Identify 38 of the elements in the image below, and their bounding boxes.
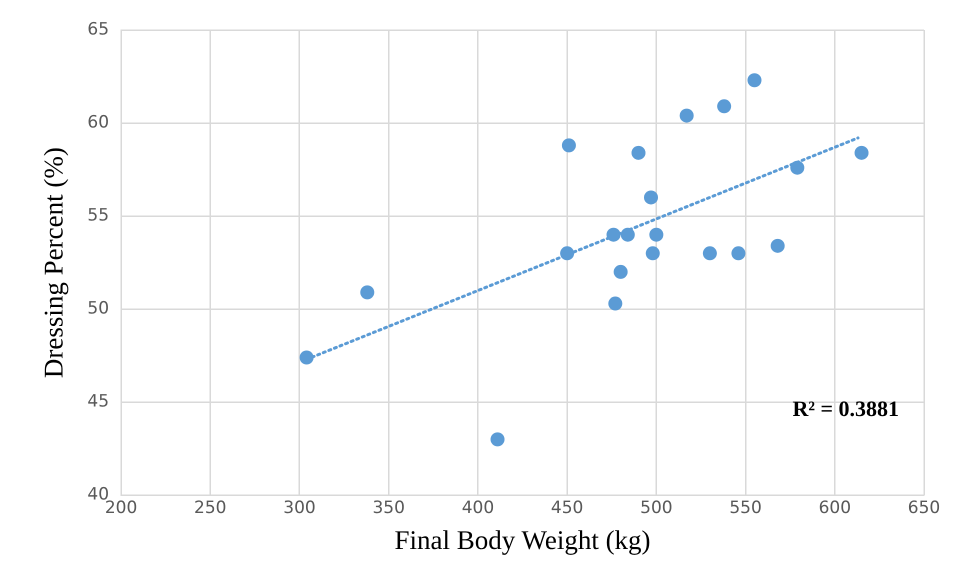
point (649, 228, 664, 242)
x-tick-label: 450 (550, 498, 584, 518)
y-tick-label: 45 (87, 392, 110, 412)
point (854, 146, 869, 160)
y-tick-label: 60 (87, 112, 110, 132)
x-tick-label: 250 (194, 498, 226, 518)
point (747, 73, 762, 88)
point (644, 190, 658, 204)
point (790, 160, 804, 175)
point (620, 228, 635, 242)
point (680, 108, 694, 123)
x-tick-label: 350 (372, 498, 405, 518)
x-tick-label: 550 (729, 498, 762, 518)
point (717, 99, 732, 114)
x-tick-label: 600 (818, 498, 852, 518)
point (300, 350, 314, 364)
point (770, 238, 785, 253)
point (702, 246, 717, 260)
point (614, 264, 628, 279)
point (646, 246, 660, 260)
y-tick-label: 65 (87, 19, 110, 40)
x-tick-label: 400 (462, 498, 494, 518)
y-axis-title: Dressing Percent (%) (38, 147, 68, 378)
point (606, 228, 621, 242)
point (731, 246, 746, 260)
point (632, 146, 646, 160)
point (360, 285, 374, 300)
point (490, 432, 505, 446)
x-tick-label: 300 (283, 498, 316, 518)
x-tick-label: 500 (640, 498, 673, 518)
annotation: R² = 0.3881 (792, 396, 899, 421)
y-tick-label: 50 (87, 298, 110, 319)
point (562, 138, 576, 152)
point (608, 296, 622, 311)
y-tick-label: 55 (87, 206, 110, 226)
x-tick-label: 650 (908, 498, 940, 518)
point (560, 246, 574, 260)
x-axis-title: Final Body Weight (kg) (394, 524, 651, 555)
